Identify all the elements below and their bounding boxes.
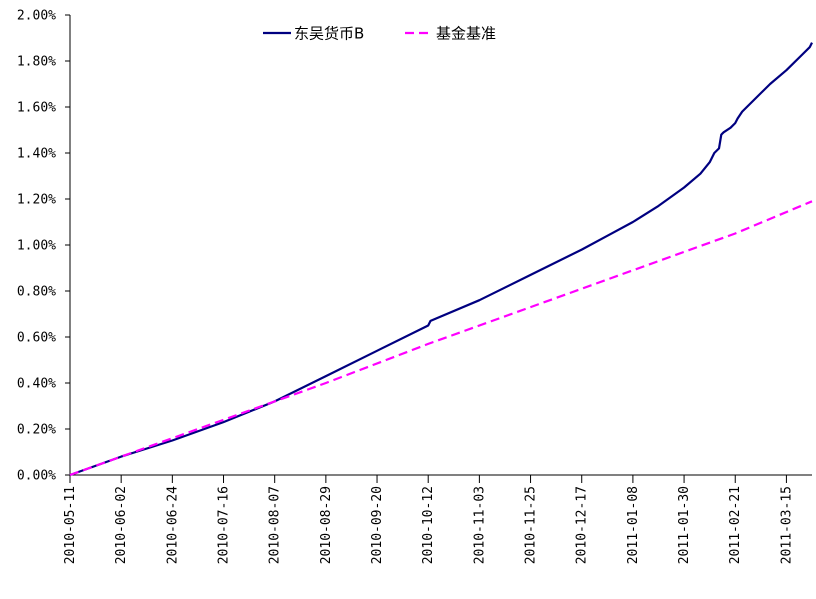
x-tick-label: 2010-12-17 [575,486,590,564]
x-axis: 2010-05-11 2010-06-02 2010-06-24 2010-07-16… [63,474,812,564]
x-tick-label: 2010-11-03 [472,486,487,564]
y-axis: 0.00% 0.20% 0.40% 0.60% 0.80% 1.00% 1.20% 1.40%… [17,9,71,484]
y-tick-label: 1.20% [17,193,56,208]
x-tick-label: 2011-02-21 [728,486,743,564]
y-tick-label: 1.00% [17,239,56,254]
y-tick-label: 2.00% [17,9,56,24]
y-tick-label: 1.80% [17,55,56,70]
legend-label-0: 东吴货币B [294,25,364,43]
y-tick-label: 0.20% [17,423,56,438]
x-tick-label: 2010-06-02 [114,486,129,564]
series-line-1 [69,200,813,477]
series-line-0 [69,42,813,477]
y-tick-label: 1.40% [17,147,56,162]
x-tick-label: 2011-01-08 [626,486,641,564]
y-tick-label: 0.00% [17,469,56,484]
legend-label-1: 基金基准 [436,25,496,43]
x-tick-label: 2010-08-07 [268,486,283,564]
x-tick-label: 2011-01-30 [677,486,692,564]
y-tick-label: 0.60% [17,331,56,346]
x-tick-label: 2010-11-25 [524,486,539,564]
x-tick-label: 2010-07-16 [217,486,232,564]
x-tick-label: 2010-05-11 [63,486,78,564]
x-tick-label: 2011-03-15 [779,486,794,564]
y-tick-label: 0.80% [17,285,56,300]
x-tick-label: 2010-10-12 [421,486,436,564]
x-tick-label: 2010-08-29 [319,486,334,564]
x-tick-label: 2010-06-24 [165,486,180,564]
y-tick-label: 1.60% [17,101,56,116]
legend: 东吴货币B 基金基准 [263,25,496,43]
y-tick-label: 0.40% [17,377,56,392]
x-tick-label: 2010-09-20 [370,486,385,564]
plot-area [69,42,813,477]
